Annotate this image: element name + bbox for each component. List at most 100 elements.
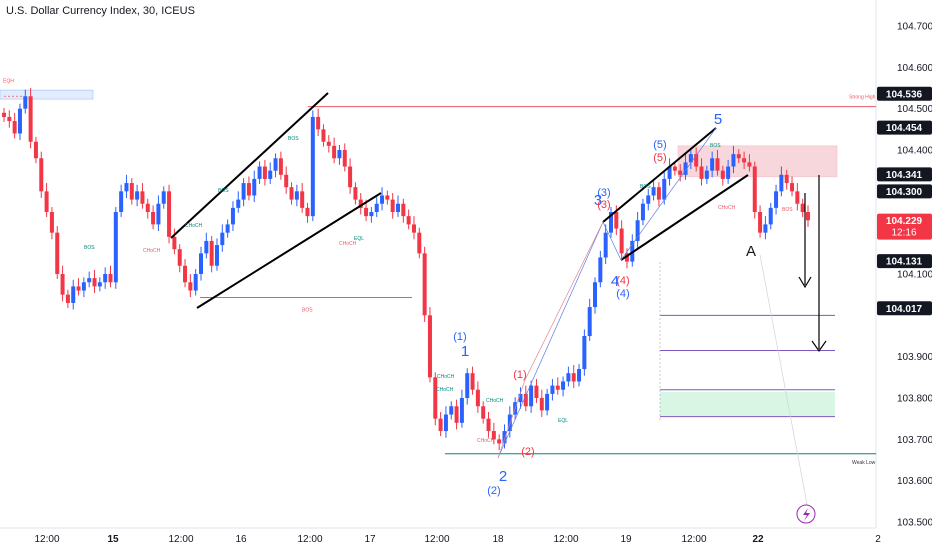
candle-body [97, 282, 102, 287]
time-axis[interactable]: 12:00 15 16 12:00 17 12:00 18 12:00 19 12:00 22 12:… [34, 534, 881, 545]
candle-body [316, 116, 321, 130]
candle-body [726, 166, 731, 179]
candle-body [385, 195, 390, 200]
candle-body [779, 174, 784, 192]
wave-label: (1) [513, 369, 526, 381]
candle-body [167, 191, 172, 237]
candle-body [534, 385, 539, 398]
eqh-label: EQH [3, 78, 14, 84]
price-tick-label: 104.500 [897, 104, 932, 115]
wave-label: 5 [714, 111, 722, 128]
drawings [170, 92, 827, 521]
price-tag [877, 167, 932, 182]
candle-body [406, 216, 411, 225]
candle-body [438, 418, 443, 432]
channel-lower-line [196, 192, 382, 309]
candle-body [113, 212, 118, 283]
candle-body [800, 203, 805, 212]
candle-body [353, 187, 358, 200]
time-tick-label: 18 [492, 534, 504, 545]
candle-body [747, 162, 752, 167]
wave-label: 2 [499, 468, 507, 485]
price-tick-label: 103.800 [897, 394, 932, 405]
candle-body [28, 96, 33, 142]
candle-body [454, 406, 459, 423]
candle-body [332, 145, 337, 159]
wave-label: (3) [597, 199, 610, 211]
price-tag-label: 104.017 [886, 304, 923, 315]
candle-body [55, 232, 60, 274]
candle-body [651, 187, 656, 196]
candle-body [284, 174, 289, 188]
candle-body [614, 212, 619, 229]
lightning-icon-glyph [803, 508, 810, 521]
candle-body [443, 414, 448, 432]
candle-body [608, 212, 613, 233]
candle-body [305, 207, 310, 217]
candle-body [300, 191, 305, 208]
candle-body [44, 191, 49, 212]
price-axis[interactable]: 104.700 104.600 104.500 104.400 104.100 103.9… [877, 22, 932, 529]
candle-body [214, 245, 219, 266]
candle-body [81, 282, 86, 291]
candle-body [129, 183, 134, 200]
structure-label: CHoCH [477, 438, 495, 444]
candle-body [795, 191, 800, 204]
candle-body [784, 174, 789, 184]
price-tick-label: 104.400 [897, 146, 932, 157]
candle-body [177, 249, 182, 266]
candle-body [475, 389, 480, 407]
candle-body [411, 224, 416, 233]
candle-body [561, 381, 566, 390]
structure-label: CHoCH [437, 374, 455, 380]
candle-body [230, 207, 235, 225]
wave-path [497, 127, 717, 459]
candles [2, 88, 810, 451]
candle-body [571, 373, 576, 382]
candle-body [151, 212, 156, 225]
price-tick-label: 104.100 [897, 270, 932, 281]
candle-body [417, 232, 422, 254]
arrow-head [798, 276, 812, 289]
time-tick-label: 2 [875, 534, 881, 545]
candle-body [145, 203, 150, 212]
wave-label: 4 [611, 273, 619, 290]
countdown-label: 12:16 [891, 228, 916, 239]
candle-body [273, 158, 278, 171]
structure-label: CHoCH [143, 248, 161, 254]
time-tick-label: 22 [752, 534, 764, 545]
price-tick-label: 103.700 [897, 435, 932, 446]
level-lines [4, 95, 876, 455]
candle-body [108, 274, 113, 283]
structure-label: BOS [782, 207, 793, 213]
candle-body [662, 178, 667, 200]
candle-body [23, 96, 28, 109]
candle-body [236, 199, 241, 208]
candle-body [390, 199, 395, 212]
candle-body [731, 154, 736, 167]
structure-label: CHoCH [185, 223, 203, 229]
candle-body [87, 278, 92, 283]
structure-label: CHoCH [339, 241, 357, 247]
candle-body [465, 373, 470, 398]
candle-body [646, 195, 651, 204]
candle-body [710, 158, 715, 171]
candle-body [246, 183, 251, 196]
wave-label: 1 [461, 343, 469, 360]
structure-label: EQL [558, 418, 568, 424]
candle-body [209, 240, 214, 266]
candle-body [140, 191, 145, 204]
candle-body [172, 236, 177, 250]
price-tag [877, 213, 932, 240]
candle-body [124, 183, 129, 192]
candle-body [220, 232, 225, 246]
candle-body [704, 170, 709, 179]
structure-label: BOS [640, 184, 651, 190]
candle-body [326, 141, 331, 146]
candle-body [736, 154, 741, 159]
candle-body [598, 257, 603, 283]
candle-body [12, 121, 17, 134]
structure-label: EQL [354, 236, 364, 242]
